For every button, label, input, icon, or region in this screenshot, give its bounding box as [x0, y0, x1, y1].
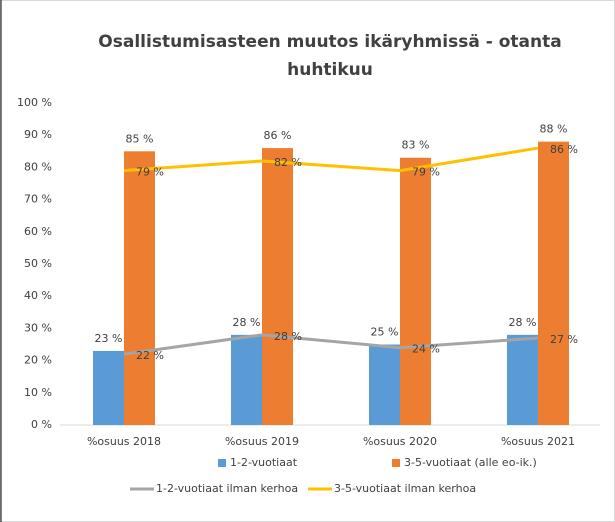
line-value-label: 79 %	[412, 166, 440, 179]
legend-swatch	[392, 459, 400, 467]
bar	[93, 350, 124, 425]
y-tick-label: 30 %	[24, 321, 52, 334]
bar-value-label: 85 %	[126, 132, 154, 145]
chart-title: Osallistumisasteen muutos ikäryhmissä - …	[98, 32, 561, 52]
bar	[400, 157, 431, 426]
y-tick-label: 50 %	[24, 257, 52, 270]
bar-value-label: 23 %	[95, 332, 123, 345]
line	[123, 146, 539, 173]
bar	[538, 141, 569, 425]
line	[123, 333, 539, 356]
line-value-label: 82 %	[274, 156, 302, 169]
legend-label: 3-5-vuotiaat (alle eo-ik.)	[404, 456, 537, 469]
line-value-label: 28 %	[274, 330, 302, 343]
y-tick-label: 60 %	[24, 225, 52, 238]
y-tick-label: 70 %	[24, 193, 52, 206]
x-tick-label: %osuus 2019	[225, 435, 299, 448]
y-tick-label: 80 %	[24, 160, 52, 173]
x-tick-label: %osuus 2018	[87, 435, 161, 448]
bar	[507, 334, 538, 425]
line-value-label: 22 %	[136, 349, 164, 362]
y-tick-label: 100 %	[17, 96, 52, 109]
bar-value-label: 25 %	[371, 326, 399, 339]
bar	[369, 344, 400, 425]
line-value-label: 86 %	[550, 143, 578, 156]
bar-value-label: 86 %	[264, 129, 292, 142]
y-tick-label: 40 %	[24, 289, 52, 302]
legend-label: 1-2-vuotiaat	[230, 456, 298, 469]
line-value-label: 27 %	[550, 333, 578, 346]
bar-value-label: 83 %	[402, 139, 430, 152]
chart-title: huhtikuu	[287, 60, 373, 80]
legend-label: 3-5-vuotiaat ilman kerhoa	[334, 482, 476, 495]
y-tick-label: 0 %	[31, 418, 52, 431]
y-tick-label: 20 %	[24, 354, 52, 367]
bar	[124, 151, 155, 426]
x-tick-label: %osuus 2021	[501, 435, 575, 448]
x-tick-label: %osuus 2020	[363, 435, 437, 448]
bar	[262, 148, 293, 425]
bar-value-label: 28 %	[509, 316, 537, 329]
bar-value-label: 88 %	[540, 123, 568, 136]
legend-swatch	[218, 459, 226, 467]
y-tick-label: 10 %	[24, 386, 52, 399]
line-value-label: 24 %	[412, 343, 440, 356]
y-tick-label: 90 %	[24, 128, 52, 141]
line-value-label: 79 %	[136, 166, 164, 179]
legend-label: 1-2-vuotiaat ilman kerhoa	[156, 482, 298, 495]
bar-value-label: 28 %	[233, 316, 261, 329]
bar	[231, 334, 262, 425]
